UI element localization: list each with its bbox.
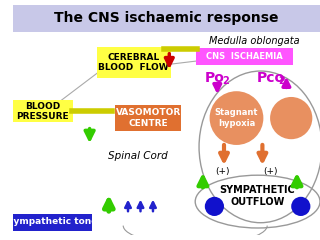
Text: OUTFLOW: OUTFLOW — [230, 197, 285, 207]
FancyBboxPatch shape — [12, 214, 92, 231]
Circle shape — [205, 197, 224, 216]
Text: Spinal Cord: Spinal Cord — [108, 150, 167, 161]
Text: Stagnant
hypoxia: Stagnant hypoxia — [215, 108, 258, 128]
FancyBboxPatch shape — [196, 48, 293, 65]
Text: Medulla oblongata: Medulla oblongata — [209, 36, 300, 46]
Text: CEREBRAL
BLOOD  FLOW: CEREBRAL BLOOD FLOW — [99, 53, 169, 72]
FancyBboxPatch shape — [97, 47, 171, 78]
Text: VASOMOTOR
CENTRE: VASOMOTOR CENTRE — [116, 108, 181, 128]
Text: Po: Po — [205, 71, 225, 85]
Text: Pco: Pco — [257, 71, 285, 85]
Text: (+): (+) — [215, 167, 229, 176]
FancyBboxPatch shape — [12, 100, 73, 122]
Text: (+): (+) — [263, 167, 277, 176]
Text: SYMPATHETIC: SYMPATHETIC — [220, 185, 295, 195]
Circle shape — [270, 97, 312, 139]
Circle shape — [210, 91, 263, 145]
Circle shape — [291, 197, 310, 216]
FancyBboxPatch shape — [115, 105, 181, 131]
Text: BLOOD
PRESSURE: BLOOD PRESSURE — [16, 102, 69, 121]
Text: The CNS ischaemic response: The CNS ischaemic response — [54, 11, 279, 25]
Text: CNS  ISCHAEMIA: CNS ISCHAEMIA — [206, 52, 283, 61]
FancyBboxPatch shape — [13, 5, 320, 32]
Text: Sympathetic tone: Sympathetic tone — [7, 217, 97, 226]
Text: 2: 2 — [222, 76, 229, 86]
Text: 2: 2 — [279, 76, 285, 86]
